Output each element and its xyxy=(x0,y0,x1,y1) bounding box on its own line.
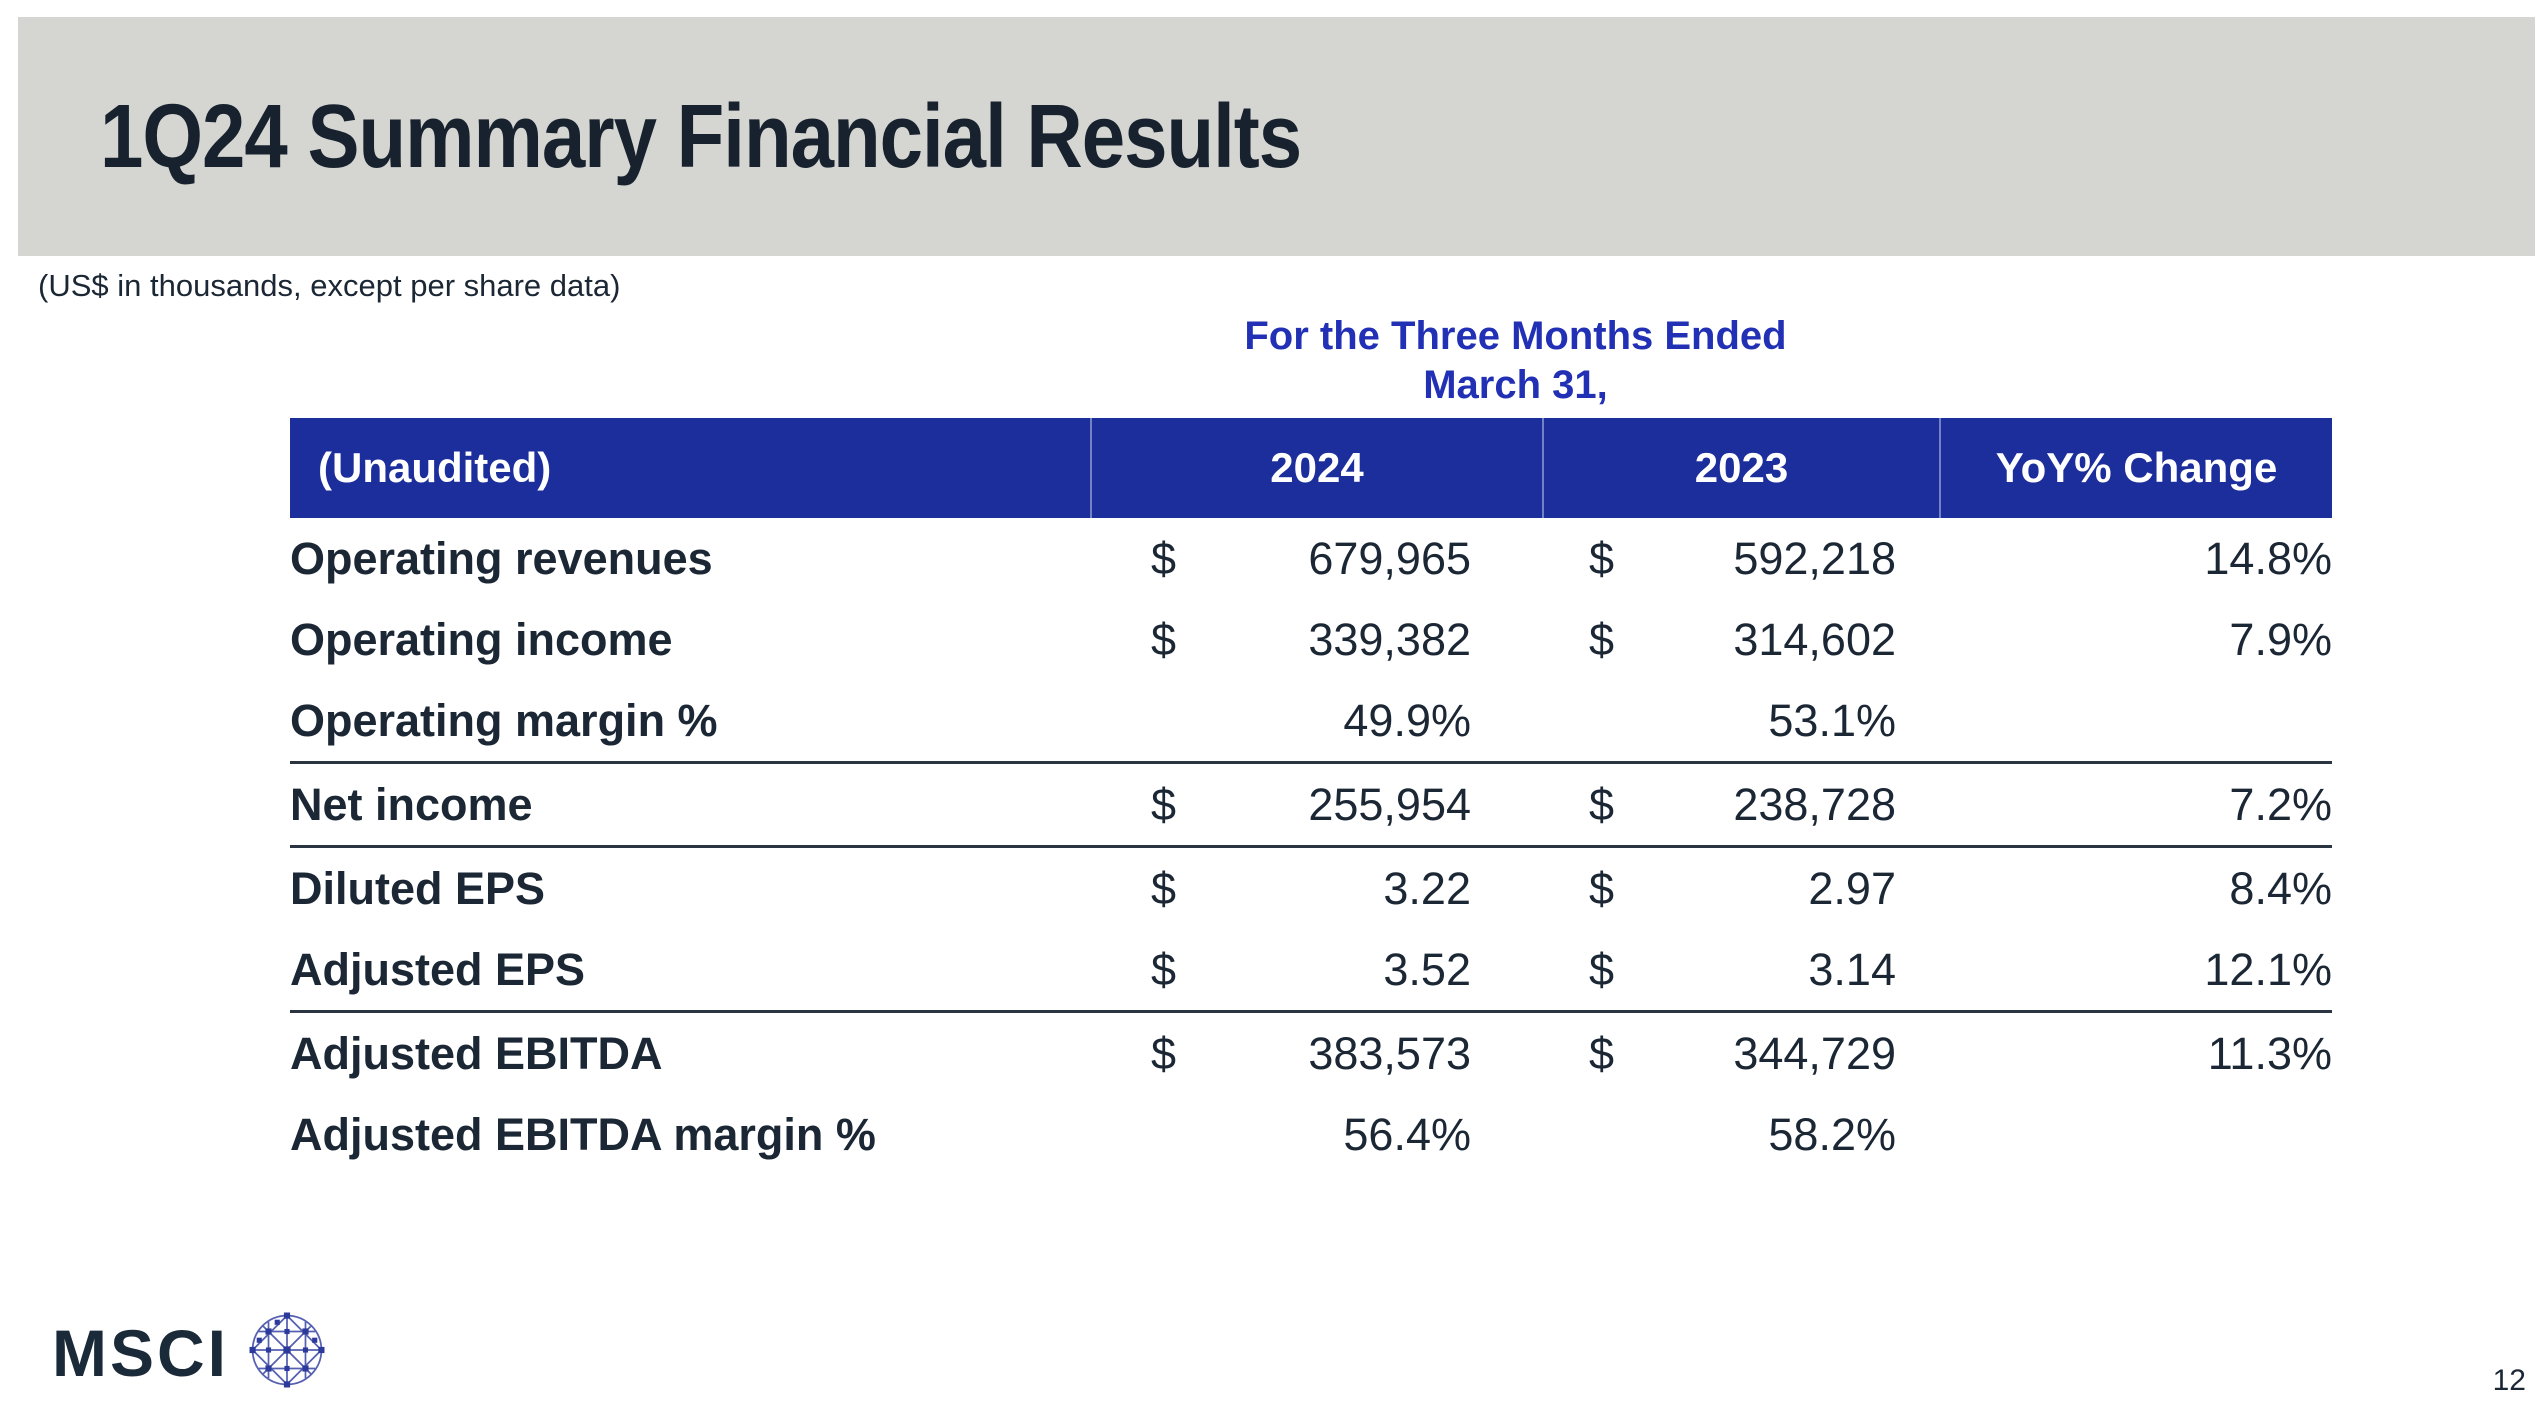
currency-sign: $ xyxy=(1589,778,1615,830)
row-label: Operating income xyxy=(290,613,673,665)
value-2023: 3.14 xyxy=(1808,943,1896,995)
value-yoy xyxy=(1940,1094,2332,1175)
table-row-operating-revenues: Operating revenues $679,965 $592,218 14.… xyxy=(290,518,2332,599)
value-2024: 339,382 xyxy=(1308,613,1471,665)
page-title: 1Q24 Summary Financial Results xyxy=(100,85,1302,187)
value-2024: 3.52 xyxy=(1383,943,1471,995)
table-row-adjusted-eps: Adjusted EPS $3.52 $3.14 12.1% xyxy=(290,929,2332,1013)
period-header-line2: March 31, xyxy=(1423,363,1608,407)
value-2023: 238,728 xyxy=(1733,778,1896,830)
value-2023: 344,729 xyxy=(1733,1027,1896,1079)
value-2024: 383,573 xyxy=(1308,1027,1471,1079)
value-yoy xyxy=(1940,680,2332,764)
value-2024: 3.22 xyxy=(1383,862,1471,914)
value-2023: 53.1% xyxy=(1768,694,1896,746)
value-2023: 592,218 xyxy=(1733,532,1896,584)
value-yoy: 14.8% xyxy=(2204,532,2332,584)
currency-sign: $ xyxy=(1589,1027,1615,1079)
currency-sign: $ xyxy=(1151,532,1177,584)
table-row-adjusted-ebitda: Adjusted EBITDA $383,573 $344,729 11.3% xyxy=(290,1012,2332,1095)
title-banner: 1Q24 Summary Financial Results xyxy=(18,17,2535,256)
currency-sign: $ xyxy=(1589,943,1615,995)
currency-sign: $ xyxy=(1151,778,1177,830)
row-label: Operating margin % xyxy=(290,680,1091,764)
table-row-diluted-eps: Diluted EPS $3.22 $2.97 8.4% xyxy=(290,847,2332,930)
column-header-unaudited: (Unaudited) xyxy=(290,418,1091,518)
column-header-2023: 2023 xyxy=(1542,418,1940,518)
row-label: Adjusted EPS xyxy=(290,929,1091,1013)
currency-sign: $ xyxy=(1589,862,1615,914)
row-label: Diluted EPS xyxy=(290,862,546,914)
column-header-2024: 2024 xyxy=(1090,418,1543,518)
value-2023: 2.97 xyxy=(1808,862,1896,914)
value-yoy: 12.1% xyxy=(1940,929,2332,1013)
currency-sign: $ xyxy=(1151,943,1177,995)
period-header-line1: For the Three Months Ended xyxy=(1244,314,1787,358)
value-2023: 58.2% xyxy=(1768,1108,1896,1160)
globe-icon xyxy=(249,1312,325,1393)
row-label: Adjusted EBITDA margin % xyxy=(290,1108,876,1160)
value-yoy: 7.2% xyxy=(1940,762,2332,848)
currency-sign: $ xyxy=(1151,862,1177,914)
value-2024: 679,965 xyxy=(1308,532,1471,584)
table-header-row: (Unaudited) 2024 2023 YoY% Change xyxy=(290,418,2332,518)
table-row-net-income: Net income $255,954 $238,728 7.2% xyxy=(290,762,2332,848)
value-yoy: 7.9% xyxy=(2229,613,2332,665)
currency-sign: $ xyxy=(1151,613,1177,665)
currency-sign: $ xyxy=(1151,1027,1177,1079)
value-yoy: 8.4% xyxy=(2229,862,2332,914)
currency-sign: $ xyxy=(1589,613,1615,665)
table-row-operating-margin: Operating margin % 49.9% 53.1% xyxy=(290,680,2332,764)
value-2023: 314,602 xyxy=(1733,613,1896,665)
currency-sign: $ xyxy=(1589,532,1615,584)
period-header: For the Three Months Ended March 31, xyxy=(1091,312,1940,410)
units-footnote: (US$ in thousands, except per share data… xyxy=(38,268,621,303)
row-label: Operating revenues xyxy=(290,532,713,584)
value-2024: 49.9% xyxy=(1343,694,1471,746)
row-label: Net income xyxy=(290,762,1091,848)
page-number: 12 xyxy=(2492,1364,2526,1397)
value-2024: 255,954 xyxy=(1308,778,1471,830)
value-yoy: 11.3% xyxy=(2207,1027,2332,1079)
msci-logo: MSCI xyxy=(52,1312,325,1393)
financial-results-table: (Unaudited) 2024 2023 YoY% Change Operat… xyxy=(290,418,2332,1175)
value-2024: 56.4% xyxy=(1343,1108,1471,1160)
table-row-operating-income: Operating income $339,382 $314,602 7.9% xyxy=(290,599,2332,680)
row-label: Adjusted EBITDA xyxy=(290,1027,663,1079)
table-row-adjusted-ebitda-margin: Adjusted EBITDA margin % 56.4% 58.2% xyxy=(290,1094,2332,1175)
column-header-yoy-change: YoY% Change xyxy=(1939,418,2332,518)
msci-logo-text: MSCI xyxy=(52,1315,229,1390)
